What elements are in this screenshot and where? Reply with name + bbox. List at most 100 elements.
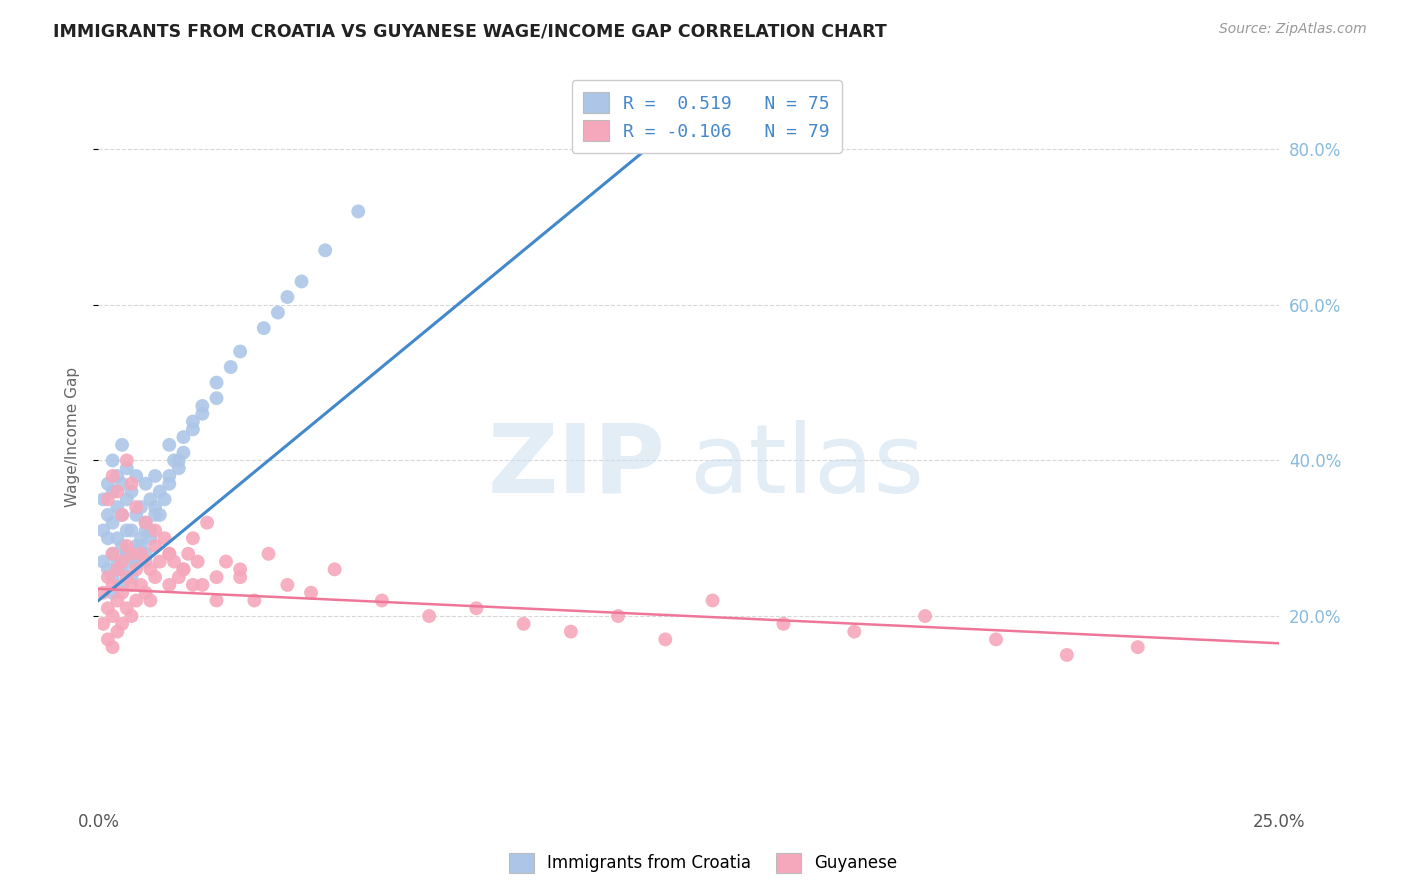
Point: [149, 508, 172, 522]
Point: [121, 524, 143, 538]
Point: [121, 555, 143, 569]
Point: [101, 585, 124, 599]
Point: [115, 492, 138, 507]
Point: [111, 539, 134, 553]
Point: [153, 531, 176, 545]
Point: [205, 376, 228, 390]
Point: [347, 204, 370, 219]
Point: [105, 562, 128, 576]
Point: [181, 531, 204, 545]
Point: [125, 508, 148, 522]
Point: [115, 461, 138, 475]
Point: [984, 632, 1007, 647]
Point: [157, 438, 180, 452]
Point: [111, 562, 134, 576]
Point: [125, 562, 148, 576]
Point: [607, 609, 630, 624]
Point: [125, 539, 148, 553]
Point: [115, 547, 138, 561]
Point: [323, 562, 346, 576]
Point: [101, 578, 124, 592]
Point: [121, 476, 143, 491]
Point: [105, 500, 128, 515]
Point: [153, 492, 176, 507]
Point: [111, 476, 134, 491]
Point: [560, 624, 582, 639]
Point: [91, 555, 114, 569]
Point: [157, 547, 180, 561]
Point: [139, 562, 162, 576]
Point: [172, 562, 194, 576]
Point: [205, 593, 228, 607]
Point: [181, 415, 204, 429]
Point: [97, 562, 120, 576]
Point: [125, 500, 148, 515]
Point: [229, 344, 252, 359]
Point: [101, 453, 124, 467]
Point: [167, 453, 190, 467]
Point: [135, 524, 157, 538]
Point: [149, 484, 172, 499]
Point: [115, 524, 138, 538]
Point: [101, 609, 124, 624]
Point: [121, 547, 143, 561]
Point: [101, 547, 124, 561]
Text: atlas: atlas: [689, 420, 924, 513]
Point: [111, 585, 134, 599]
Text: ZIP: ZIP: [488, 420, 665, 513]
Point: [105, 562, 128, 576]
Point: [101, 516, 124, 530]
Point: [121, 609, 143, 624]
Point: [205, 570, 228, 584]
Point: [465, 601, 488, 615]
Point: [157, 476, 180, 491]
Point: [172, 445, 194, 459]
Point: [91, 616, 114, 631]
Point: [105, 555, 128, 569]
Point: [163, 555, 186, 569]
Point: [257, 547, 280, 561]
Point: [143, 469, 166, 483]
Point: [139, 524, 162, 538]
Point: [772, 616, 794, 631]
Point: [115, 453, 138, 467]
Point: [654, 632, 676, 647]
Point: [135, 547, 157, 561]
Point: [115, 601, 138, 615]
Point: [276, 290, 298, 304]
Point: [187, 555, 209, 569]
Point: [195, 516, 218, 530]
Point: [276, 578, 298, 592]
Point: [290, 275, 312, 289]
Point: [121, 484, 143, 499]
Point: [844, 624, 866, 639]
Point: [205, 391, 228, 405]
Point: [91, 524, 114, 538]
Y-axis label: Wage/Income Gap: Wage/Income Gap: [65, 367, 80, 508]
Point: [299, 585, 322, 599]
Point: [143, 570, 166, 584]
Point: [371, 593, 394, 607]
Point: [1126, 640, 1149, 655]
Point: [157, 469, 180, 483]
Point: [101, 640, 124, 655]
Point: [111, 616, 134, 631]
Point: [135, 516, 157, 530]
Point: [314, 244, 336, 258]
Point: [229, 570, 252, 584]
Point: [143, 508, 166, 522]
Point: [229, 562, 252, 576]
Point: [914, 609, 936, 624]
Point: [125, 555, 148, 569]
Point: [157, 578, 180, 592]
Legend: R =  0.519   N = 75, R = -0.106   N = 79: R = 0.519 N = 75, R = -0.106 N = 79: [572, 80, 842, 153]
Point: [191, 399, 214, 413]
Text: Source: ZipAtlas.com: Source: ZipAtlas.com: [1219, 22, 1367, 37]
Point: [97, 476, 120, 491]
Point: [129, 547, 152, 561]
Point: [135, 516, 157, 530]
Point: [121, 570, 143, 584]
Point: [115, 570, 138, 584]
Point: [91, 585, 114, 599]
Point: [253, 321, 276, 335]
